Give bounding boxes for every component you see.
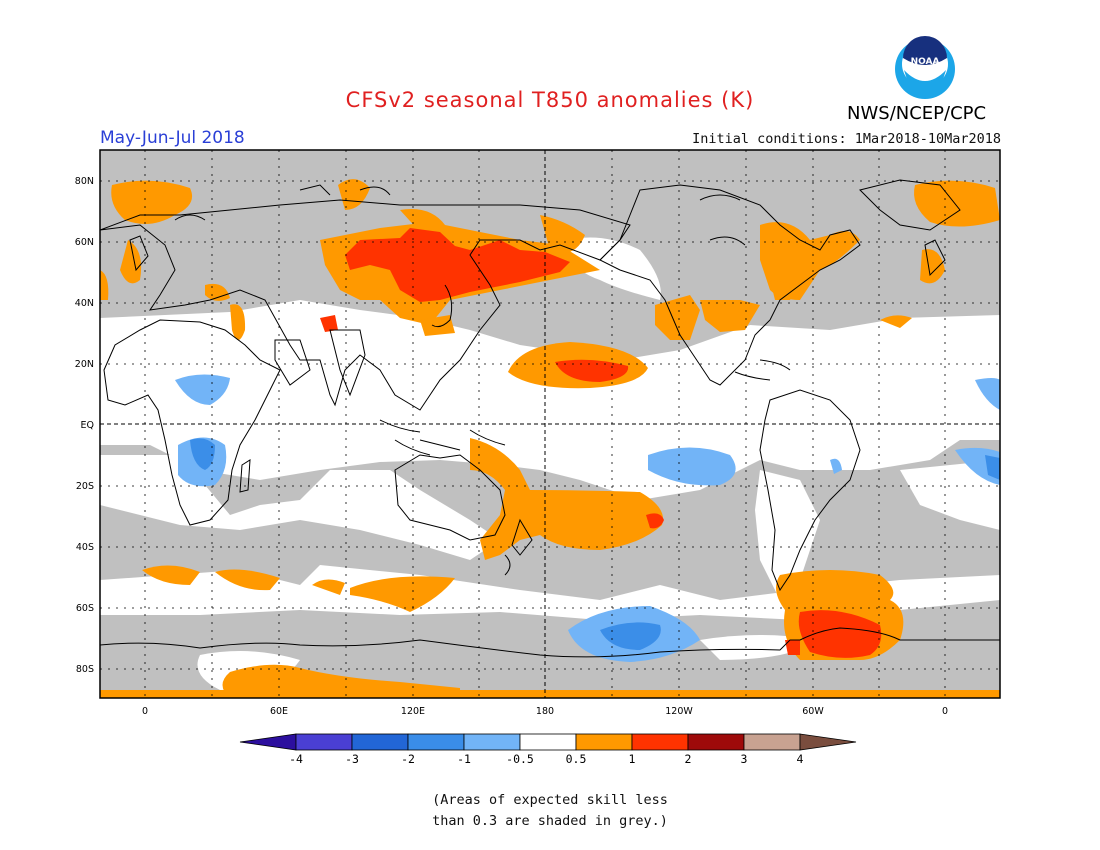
anomaly-field bbox=[100, 150, 1000, 698]
lat-label: 80N bbox=[75, 176, 94, 187]
map-frame bbox=[99, 149, 1001, 699]
colorbar-segment bbox=[295, 733, 353, 751]
lon-label: 0 bbox=[942, 706, 948, 717]
neutral-band bbox=[100, 300, 1000, 500]
lon-label: 180 bbox=[536, 706, 554, 717]
colorbar-tick-label: -1 bbox=[457, 752, 471, 766]
colorbar-segment bbox=[463, 733, 521, 751]
lon-label: 0 bbox=[142, 706, 148, 717]
colorbar-tick-label: -2 bbox=[401, 752, 415, 766]
lat-axis: 80N 60N 40N 20N EQ 20S 40S 60S 80S bbox=[75, 176, 94, 675]
lat-label: 60N bbox=[75, 237, 94, 248]
lat-label: 40N bbox=[75, 298, 94, 309]
colorbar-segment bbox=[239, 733, 297, 751]
lon-label: 60W bbox=[802, 706, 824, 717]
noaa-logo: NOAA bbox=[895, 36, 955, 99]
colorbar-tick-label: 0.5 bbox=[566, 752, 587, 766]
colorbar-segment bbox=[351, 733, 409, 751]
coastlines bbox=[100, 179, 1000, 658]
chart-title: CFSv2 seasonal T850 anomalies (K) bbox=[345, 88, 755, 112]
colorbar-segment bbox=[799, 733, 857, 751]
lat-label: 80S bbox=[76, 664, 94, 675]
footnote-line-2: than 0.3 are shaded in grey.) bbox=[432, 813, 668, 829]
colorbar-segment bbox=[687, 733, 745, 751]
initial-conditions-label: Initial conditions: 1Mar2018-10Mar2018 bbox=[692, 131, 1001, 147]
noaa-logo-text: NOAA bbox=[911, 57, 940, 67]
lon-label: 60E bbox=[270, 706, 288, 717]
south-pacific-warm-anomaly bbox=[470, 438, 664, 560]
lat-label: EQ bbox=[81, 420, 94, 431]
colorbar-segment bbox=[407, 733, 465, 751]
colorbar-segment bbox=[519, 733, 577, 751]
colorbar-segment bbox=[575, 733, 633, 751]
lon-label: 120W bbox=[665, 706, 693, 717]
period-label: May-Jun-Jul 2018 bbox=[100, 128, 245, 148]
colorbar-tick-label: -4 bbox=[289, 752, 303, 766]
lat-label: 40S bbox=[76, 542, 94, 553]
agency-label: NWS/NCEP/CPC bbox=[847, 103, 987, 124]
map-figure: NOAA bbox=[75, 36, 1001, 766]
colorbar-tick-label: 3 bbox=[741, 752, 748, 766]
footnote-line-1: (Areas of expected skill less bbox=[432, 792, 668, 808]
colorbar-tick-label: 4 bbox=[797, 752, 804, 766]
colorbar-segment bbox=[743, 733, 801, 751]
colorbar-tick-label: -3 bbox=[345, 752, 359, 766]
colorbar-segment bbox=[631, 733, 689, 751]
lat-label: 20S bbox=[76, 481, 94, 492]
lat-label: 20N bbox=[75, 359, 94, 370]
colorbar: -4 -3 -2 -1 -0.5 0.5 1 2 3 4 bbox=[239, 733, 857, 766]
lon-axis: 0 60E 120E 180 120W 60W 0 bbox=[142, 706, 948, 717]
lat-label: 60S bbox=[76, 603, 94, 614]
colorbar-tick-label: 1 bbox=[629, 752, 636, 766]
north-pacific-asia-strong-warm-anomaly bbox=[345, 228, 570, 302]
colorbar-tick-label: 2 bbox=[685, 752, 692, 766]
colorbar-tick-label: -0.5 bbox=[506, 752, 534, 766]
lon-label: 120E bbox=[401, 706, 425, 717]
